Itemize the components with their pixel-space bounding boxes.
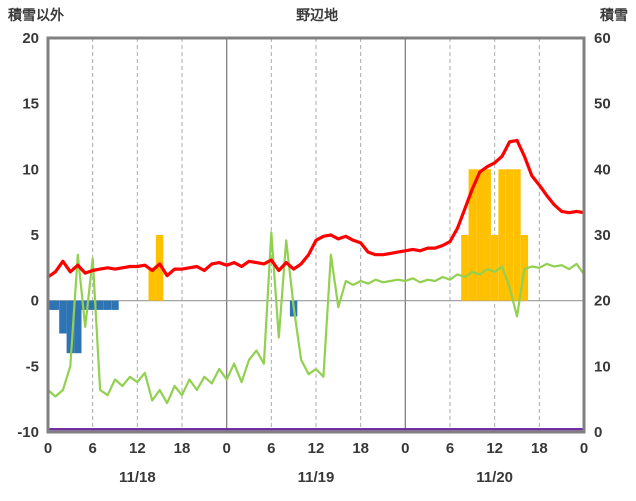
right-axis-tick: 10 — [594, 358, 611, 375]
hour-tick: 6 — [88, 440, 96, 457]
orange-bars — [513, 169, 521, 301]
right-axis-tick: 60 — [594, 30, 611, 47]
date-label: 11/20 — [476, 469, 513, 486]
date-label: 11/19 — [298, 469, 335, 486]
hour-tick: 6 — [446, 440, 454, 457]
right-axis-title: 積雪 — [600, 7, 628, 23]
hour-tick: 18 — [174, 440, 191, 457]
right-axis-tick: 30 — [594, 227, 611, 244]
red-line — [46, 138, 586, 279]
date-label: 11/18 — [119, 469, 156, 486]
hour-tick: 0 — [401, 440, 409, 457]
orange-bars — [505, 169, 514, 301]
right-axis-tick: 50 — [594, 96, 611, 113]
orange-bars — [490, 235, 499, 301]
orange-bars — [468, 169, 476, 301]
blue-bars — [96, 300, 104, 310]
left-axis-tick: -5 — [26, 358, 39, 375]
blue-bars — [74, 300, 82, 354]
hour-tick: 0 — [44, 440, 52, 457]
orange-bars — [520, 235, 529, 301]
blue-bars — [88, 300, 97, 310]
left-axis-tick: -10 — [17, 424, 39, 441]
hour-tick: 0 — [222, 440, 230, 457]
left-axis-tick: 5 — [31, 227, 39, 244]
hour-tick: 12 — [129, 440, 146, 457]
blue-bars — [111, 300, 119, 310]
left-axis-tick: 10 — [22, 161, 39, 178]
hour-tick: 0 — [580, 440, 588, 457]
right-axis-tick: 20 — [594, 293, 611, 310]
hour-tick: 6 — [267, 440, 275, 457]
left-axis-tick: 0 — [31, 293, 39, 310]
left-axis-title: 積雪以外 — [8, 7, 64, 23]
left-axis-tick: 20 — [22, 30, 39, 47]
hour-tick: 18 — [531, 440, 548, 457]
hour-tick: 12 — [486, 440, 503, 457]
chart-title: 野辺地 — [296, 7, 339, 23]
blue-bars — [51, 300, 60, 310]
orange-bars — [148, 267, 156, 301]
right-axis-tick: 0 — [594, 424, 602, 441]
hour-tick: 12 — [308, 440, 325, 457]
orange-bars — [461, 235, 469, 301]
orange-bars — [155, 235, 164, 301]
right-axis-tick: 40 — [594, 161, 611, 178]
hour-tick: 18 — [352, 440, 369, 457]
blue-bars — [66, 300, 74, 354]
blue-bars — [103, 300, 112, 310]
plot-frame — [46, 36, 586, 434]
blue-bars — [59, 300, 67, 334]
orange-bars — [483, 169, 491, 301]
orange-bars — [498, 169, 506, 301]
left-axis-tick: 15 — [22, 96, 39, 113]
blue-bars — [81, 300, 89, 310]
orange-bars — [476, 169, 484, 301]
green-line — [46, 231, 586, 405]
